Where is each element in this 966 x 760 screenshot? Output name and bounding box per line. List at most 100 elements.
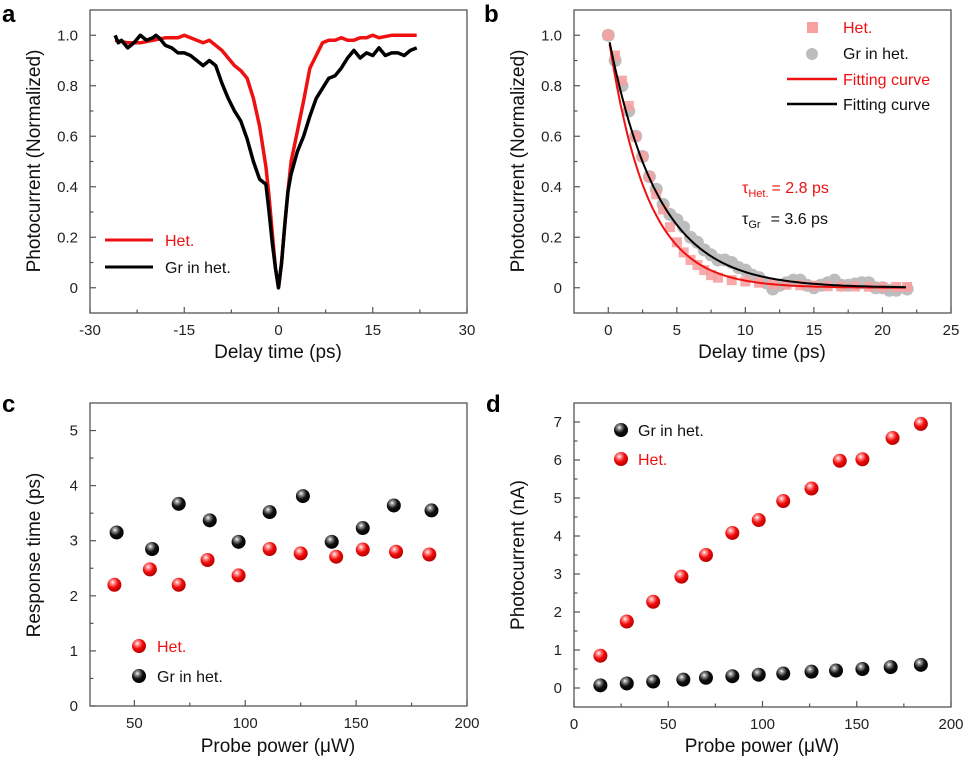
fit-curve-gr <box>608 41 906 289</box>
x-tick-label: 15 <box>806 322 823 339</box>
legend-label-gr: Gr in het. <box>638 423 704 440</box>
data-point-het <box>630 131 641 142</box>
data-point-het <box>674 569 689 584</box>
data-point-het <box>422 547 437 562</box>
data-point-gr <box>829 663 844 678</box>
data-point-het <box>389 544 404 559</box>
legend-label-het: Het. <box>157 639 186 656</box>
data-point-het <box>902 281 913 292</box>
data-point-het <box>142 562 157 577</box>
data-point-het <box>804 481 819 496</box>
y-tick-label: 7 <box>554 414 562 431</box>
data-point-het <box>200 553 215 568</box>
x-tick-label: 5 <box>673 322 681 339</box>
y-tick-label: 1.0 <box>541 27 562 44</box>
y-tick-label: 0 <box>70 698 78 715</box>
data-point-het <box>726 275 737 286</box>
x-tick-label: -15 <box>173 322 195 339</box>
y-tick-label: 3 <box>70 533 78 550</box>
data-point-het <box>776 494 791 509</box>
x-tick-label: 0 <box>604 322 612 339</box>
data-point-het <box>698 548 713 562</box>
data-point-het <box>671 237 682 248</box>
legend-label-het: Het. <box>165 233 194 250</box>
data-point-het <box>637 151 648 162</box>
panel-d-xlabel: Probe power (μW) <box>685 736 840 757</box>
data-point-gr <box>698 670 713 685</box>
data-point-het <box>107 577 122 592</box>
tau-het-annotation: τHet. = 2.8 ps <box>742 180 829 200</box>
data-point-het <box>355 542 370 557</box>
x-tick-label: 100 <box>233 715 258 732</box>
panel-d-legend: Gr in het. Het. <box>614 423 704 469</box>
data-point-gr <box>855 662 870 676</box>
data-point-het <box>658 204 669 215</box>
y-tick-label: 4 <box>554 528 562 545</box>
panel-c-ticks: 50 100 150 200 0 1 2 3 4 5 <box>70 423 480 732</box>
panel-a-ylabel: Photocurrent (Normalized) <box>24 50 45 273</box>
tau-het-symbol: τ <box>742 180 749 197</box>
panel-b-legend: Het. Gr in het. Fitting curve Fitting cu… <box>787 20 930 114</box>
legend-marker-gr <box>132 669 146 683</box>
data-point-het <box>623 100 634 111</box>
y-tick-label: 1.0 <box>57 27 78 44</box>
legend-swatch-gr-circles <box>806 48 818 60</box>
y-tick-label: 0.2 <box>57 229 78 246</box>
data-point-het <box>610 50 621 61</box>
legend-swatch-het-squares <box>807 22 818 33</box>
data-point-gr <box>804 664 819 679</box>
panel-d-ylabel: Photocurrent (nA) <box>508 480 529 630</box>
data-point-het <box>593 648 608 663</box>
x-tick-label: 0 <box>274 322 282 339</box>
data-point-het <box>855 452 870 467</box>
x-tick-label: 50 <box>126 715 143 732</box>
y-tick-label: 0.8 <box>57 78 78 95</box>
y-tick-label: 2 <box>70 588 78 605</box>
y-tick-label: 0 <box>70 280 78 297</box>
y-tick-label: 4 <box>70 478 78 495</box>
tau-gr-value: = 3.6 ps <box>771 211 828 228</box>
panel-c-series <box>107 489 439 592</box>
data-point-gr <box>776 666 791 681</box>
legend-label-het-fit: Fitting curve <box>843 72 930 89</box>
panel-c-ylabel: Response time (ps) <box>24 473 45 638</box>
y-tick-label: 0.2 <box>541 229 562 246</box>
data-point-gr <box>386 498 401 513</box>
data-point-het <box>832 453 847 468</box>
data-point-het <box>885 430 900 445</box>
legend-label-gr: Gr in het. <box>843 46 909 63</box>
tau-gr-subscript: Gr <box>748 219 761 231</box>
data-point-gr <box>593 678 608 693</box>
data-point-gr <box>145 541 160 556</box>
y-tick-label: 0.6 <box>57 128 78 145</box>
data-point-het <box>913 416 928 431</box>
data-point-het <box>699 265 710 276</box>
panel-c: c 50 100 150 200 0 1 2 3 4 5 Probe power (μW) Res… <box>2 391 480 757</box>
x-tick-label: 100 <box>750 716 775 733</box>
panel-letter-c: c <box>2 391 15 418</box>
x-tick-label: 15 <box>364 322 381 339</box>
panel-b-ylabel: Photocurrent (Normalized) <box>508 50 529 273</box>
data-point-gr <box>171 496 186 511</box>
panel-letter-d: d <box>486 391 501 418</box>
data-point-het <box>751 513 766 528</box>
y-tick-label: 5 <box>554 490 562 507</box>
panel-d-ticks: 0 50 100 150 200 0 1 2 3 4 5 6 7 <box>554 414 964 733</box>
data-point-het <box>616 75 627 86</box>
tau-het-value: = 2.8 ps <box>772 180 829 197</box>
data-point-het <box>293 546 308 561</box>
panel-c-legend: Het. Gr in het. <box>132 639 223 686</box>
panel-c-xlabel: Probe power (μW) <box>201 736 356 757</box>
y-tick-label: 6 <box>554 452 562 469</box>
data-point-het <box>685 254 696 265</box>
data-point-het <box>603 30 614 41</box>
data-point-gr <box>725 669 740 684</box>
data-point-gr <box>324 534 339 549</box>
data-point-het <box>329 549 344 564</box>
x-tick-label: 25 <box>943 322 960 339</box>
legend-label-gr: Gr in het. <box>157 669 223 686</box>
legend-label-gr: Gr in het. <box>165 260 231 277</box>
panel-b: b 0 5 10 15 20 25 0 0.2 0.4 0.6 0.8 1.0 Delay time … <box>484 1 959 363</box>
